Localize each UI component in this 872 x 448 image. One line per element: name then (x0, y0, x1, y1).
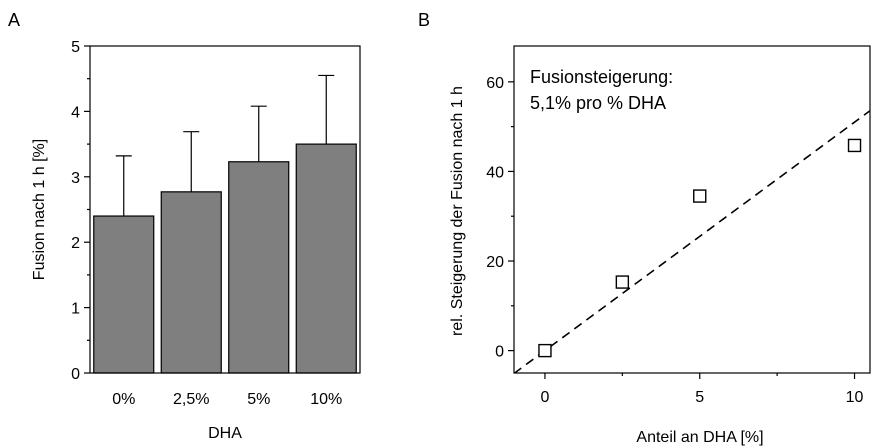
y-tick-label: 60 (486, 75, 504, 92)
x-axis-label: DHA (208, 425, 242, 442)
y-tick-label: 0 (71, 366, 80, 383)
y-axis-label: Fusion nach 1 h [%] (31, 139, 48, 280)
plot-frame (513, 45, 871, 374)
y-tick-label: 3 (71, 170, 80, 187)
data-point-1 (615, 275, 630, 289)
y-tick-label: 40 (486, 164, 504, 181)
x-tick-label: 5 (695, 389, 704, 406)
x-axis-label: Anteil an DHA [%] (636, 429, 763, 446)
x-tick-label-3: 10% (310, 391, 342, 408)
data-point-0 (538, 343, 552, 358)
y-tick-label: 20 (486, 254, 504, 271)
annotation-line-0: Fusionsteigerung: (530, 67, 673, 87)
x-tick-label-0: 0% (112, 391, 135, 408)
x-tick-label: 10 (846, 389, 864, 406)
y-tick-label: 2 (71, 235, 80, 252)
fit-line (514, 110, 870, 373)
bar-chart-fusion: 0% 2,5% 5% 10% 0 1 2 3 4 5 DHA Fusion nach 1 h [%] (31, 39, 361, 442)
scatter-chart-relative-increase: 0 5 10 0 20 40 60 Fusionsteigerung: 5,1% pro % D… (449, 45, 871, 446)
y-tick-label: 1 (71, 301, 80, 318)
y-tick-label: 5 (71, 39, 80, 56)
x-tick-label-2: 5% (247, 391, 270, 408)
bar-1 (160, 191, 222, 374)
x-tick-label: 0 (541, 389, 550, 406)
bar-0 (93, 215, 155, 374)
data-point-3 (847, 138, 862, 153)
y-tick-label: 4 (71, 104, 80, 121)
y-axis-label: rel. Steigerung der Fusion nach 1 h (449, 86, 466, 336)
annotation-line-1: 5,1% pro % DHA (530, 93, 666, 113)
y-tick-label: 0 (495, 344, 504, 361)
bar-3 (295, 143, 357, 374)
panel-a-label: A (8, 10, 20, 30)
data-point-2 (693, 189, 707, 203)
panel-b-label: B (418, 10, 430, 30)
bar-2 (228, 161, 290, 374)
x-tick-label-1: 2,5% (173, 391, 209, 408)
